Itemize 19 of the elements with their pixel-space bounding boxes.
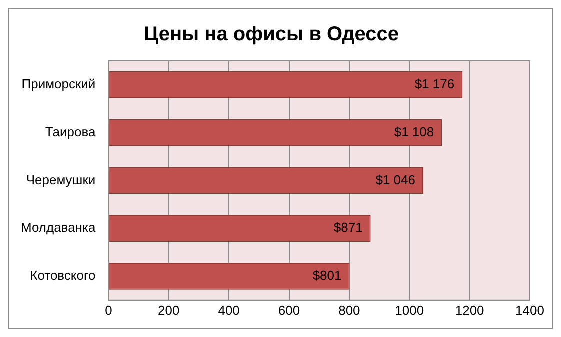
- x-tick-label: 1400: [516, 302, 544, 318]
- data-label: $871: [334, 220, 363, 236]
- x-tick-label: 0: [105, 302, 112, 318]
- x-tick-label: 800: [338, 302, 360, 318]
- x-tick-label: 400: [218, 302, 240, 318]
- x-tick-label: 200: [158, 302, 180, 318]
- x-tick-label: 600: [278, 302, 300, 318]
- x-tick-label: 1200: [455, 302, 484, 318]
- data-label: $1 046: [376, 172, 416, 188]
- chart-title: Цены на офисы в Одессе: [144, 24, 400, 46]
- data-label: $1 176: [414, 76, 455, 92]
- data-label: $1 108: [394, 124, 434, 140]
- data-label: $801: [312, 268, 342, 284]
- x-tick-label: 1000: [395, 302, 424, 318]
- y-tick-label: Приморский: [22, 76, 96, 92]
- y-tick-label: Черемушки: [26, 172, 96, 188]
- y-tick-label: Таирова: [45, 124, 96, 140]
- y-tick-label: Молдаванка: [20, 220, 96, 236]
- y-tick-label: Котовского: [30, 268, 96, 284]
